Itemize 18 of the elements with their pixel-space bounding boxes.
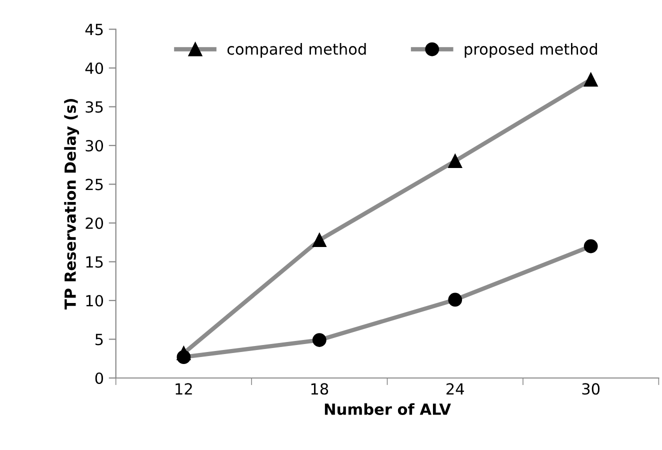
y-tick-label: 20 bbox=[86, 217, 104, 230]
x-tick-label: 12 bbox=[176, 383, 192, 394]
y-tick-label: 10 bbox=[86, 294, 104, 307]
y-tick-label: 30 bbox=[86, 140, 104, 152]
x-tick-label: 18 bbox=[311, 383, 328, 395]
y-tick-label: 0 bbox=[95, 372, 104, 384]
x-tick-label: 30 bbox=[582, 383, 600, 395]
y-tick-label: 45 bbox=[85, 24, 103, 36]
y-tick-label: 40 bbox=[85, 62, 104, 74]
y-axis-title: TP Reservation Delay (s) bbox=[64, 98, 80, 310]
y-tick-label: 5 bbox=[96, 334, 103, 346]
x-tick-label: 24 bbox=[446, 383, 464, 394]
legend-label: proposed method bbox=[464, 43, 597, 58]
x-axis-title: Number of ALV bbox=[324, 403, 451, 416]
y-tick-label: 25 bbox=[86, 178, 103, 190]
y-tick-label: 15 bbox=[86, 256, 103, 268]
y-tick-label: 35 bbox=[86, 101, 103, 113]
legend-label: compared method bbox=[227, 43, 366, 58]
